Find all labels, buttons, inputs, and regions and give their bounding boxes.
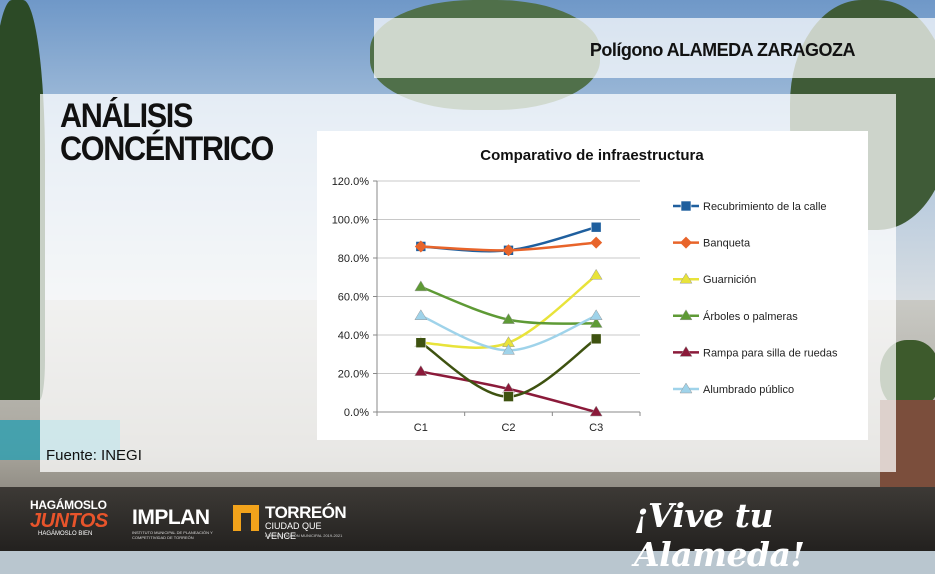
y-tick-label: 80.0% (338, 253, 369, 265)
legend-marker-0 (680, 200, 692, 212)
legend-marker-3 (679, 309, 693, 321)
torreon-slogan: CIUDAD QUE VENCE (265, 521, 322, 541)
footer-bar (0, 487, 935, 551)
data-point-6-2 (590, 333, 602, 345)
y-tick-label: 120.0% (332, 176, 370, 188)
y-tick-label: 20.0% (338, 369, 369, 381)
data-point-3-1 (502, 313, 515, 324)
data-point-2-2 (589, 268, 603, 280)
torreon-name: TORREÓN (265, 503, 347, 522)
data-point-3-0 (414, 280, 428, 292)
legend-label-0: Recubrimiento de la calle (703, 201, 827, 213)
legend-marker-4 (679, 345, 693, 357)
legend-label-1: Banqueta (703, 238, 751, 250)
heading-line-1: ANÁLISIS (60, 97, 193, 135)
torreon-logo: TORREÓN CIUDAD QUE VENCE ADMINISTRACIÓN … (233, 503, 353, 547)
legend-label-4: Rampa para silla de ruedas (703, 347, 838, 359)
legend-marker-5 (679, 382, 693, 394)
data-point-1-1 (502, 244, 515, 257)
hagamoslo-top: HAGÁMOSLO (30, 498, 107, 512)
hagamoslo-bottom: HAGÁMOSLO BIEN (38, 531, 93, 537)
data-point-1-2 (590, 236, 603, 249)
chart-title: Comparativo de infraestructura (480, 147, 704, 164)
implan-logo: IMPLAN INSTITUTO MUNICIPAL DE PLANEACIÓN… (132, 506, 218, 540)
line-chart: Comparativo de infraestructura 0.0% 20.0% 4… (332, 147, 838, 434)
data-point-5-0 (414, 309, 428, 320)
implan-name: IMPLAN (132, 506, 210, 529)
data-point-4-0 (414, 365, 428, 376)
data-point-5-1 (502, 343, 515, 355)
data-point-1-0 (414, 240, 427, 253)
cypress-tree (0, 0, 45, 400)
x-tick-label: C1 (414, 422, 428, 434)
polygon-title: Polígono ALAMEDA ZARAGOZA (589, 40, 856, 60)
vive-tu-alameda-slogan: ¡Vive tu Alameda! (634, 496, 805, 574)
x-tick-label: C2 (501, 422, 515, 434)
data-point-6-0 (415, 337, 427, 348)
x-tick-label: C3 (589, 422, 603, 434)
y-tick-label: 0.0% (344, 407, 369, 419)
heading-line-2: CONCÉNTRICO (60, 130, 274, 168)
chart-container: Comparativo de infraestructura 0.0% 20.0% 4… (317, 131, 868, 440)
data-point-4-2 (589, 405, 603, 417)
y-tick-label: 100.0% (332, 215, 370, 227)
hagamoslo-main: JUNTOS (30, 510, 108, 532)
legend-marker-1 (680, 236, 692, 249)
legend-label-3: Árboles o palmeras (703, 310, 798, 323)
torreon-mark-icon (233, 505, 259, 531)
data-point-0-2 (590, 221, 602, 233)
data-point-5-2 (589, 309, 603, 320)
legend-label-2: Guarnición (703, 274, 756, 286)
source-note: Fuente: INEGI (46, 447, 142, 464)
legend-label-5: Alumbrado público (703, 384, 794, 396)
y-tick-label: 40.0% (338, 330, 369, 342)
page-heading: ANÁLISIS CONCÉNTRICO (60, 97, 274, 168)
data-point-3-2 (589, 316, 603, 328)
data-point-6-1 (503, 391, 514, 402)
legend-marker-2 (679, 272, 693, 284)
implan-subtitle: INSTITUTO MUNICIPAL DE PLANEACIÓN Y COMP… (132, 530, 213, 540)
y-tick-label: 60.0% (338, 292, 369, 304)
polygon-title-bar: Polígono ALAMEDA ZARAGOZA (374, 18, 935, 78)
torreon-admin: ADMINISTRACIÓN MUNICIPAL 2019-2021 (265, 533, 343, 538)
hagamoslo-juntos-logo: HAGÁMOSLO JUNTOS HAGÁMOSLO BIEN (30, 498, 122, 542)
